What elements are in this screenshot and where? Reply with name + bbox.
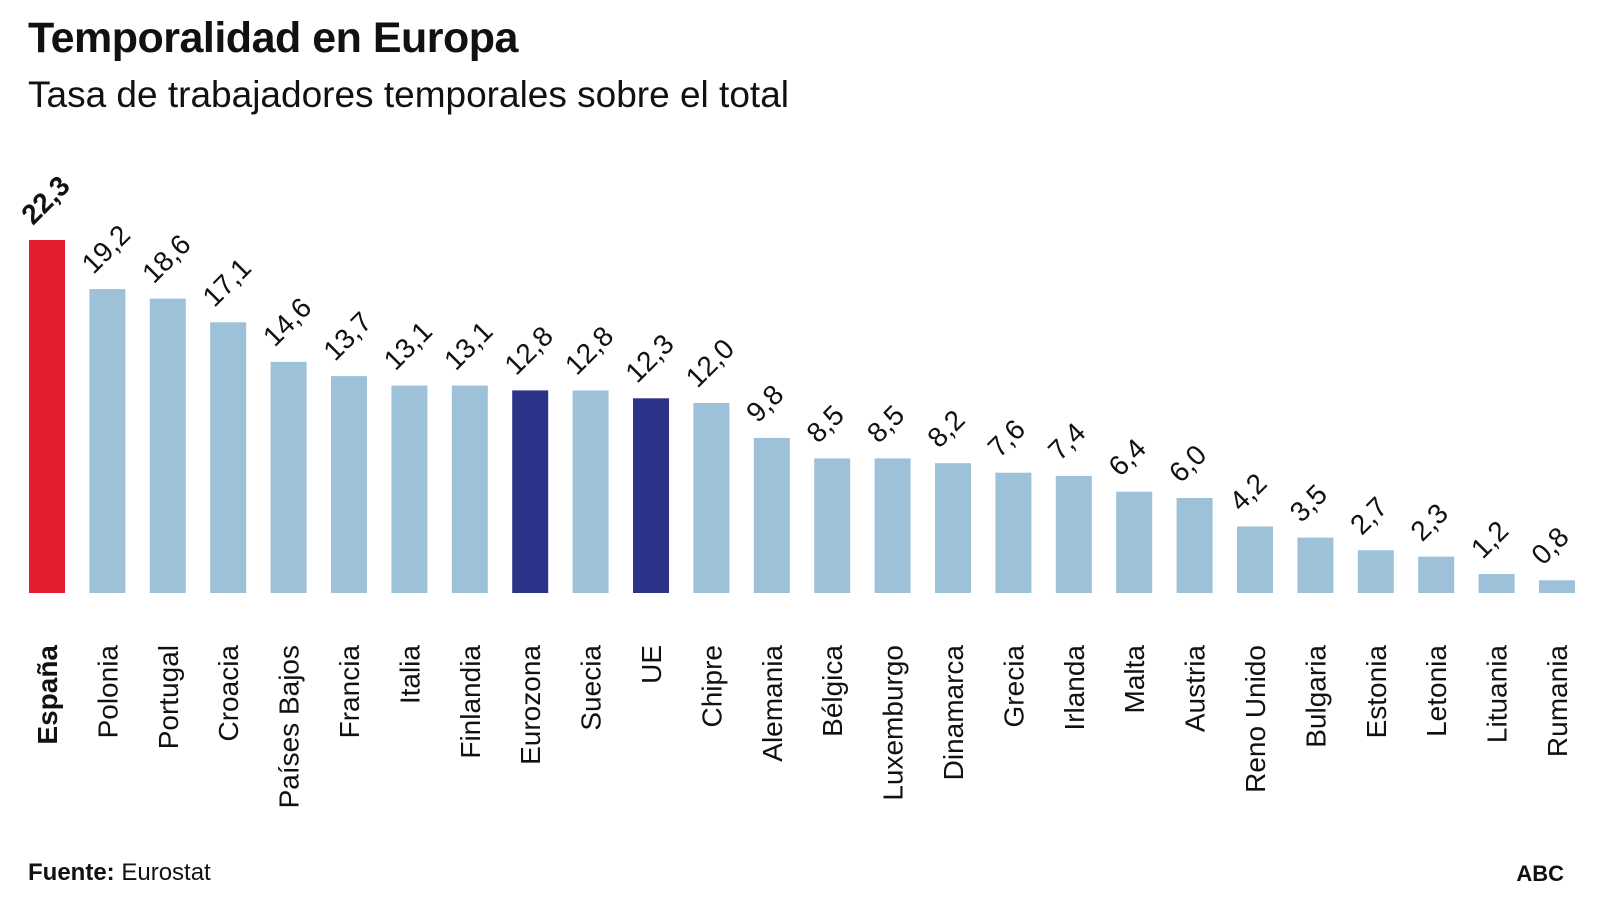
bar [995,472,1032,593]
value-label: 12,8 [559,320,619,380]
value-label: 19,2 [76,219,136,279]
category-label: Austria [1180,645,1211,733]
bar [935,463,971,593]
value-label: 6,4 [1103,432,1152,481]
value-label: 3,5 [1284,478,1333,527]
bar [1116,491,1153,593]
bar [391,385,428,593]
chart-subtitle: Tasa de trabajadores temporales sobre el… [28,74,789,115]
category-label: Eurozona [515,645,546,765]
bar [1357,550,1394,593]
bar [1055,475,1092,593]
bar [29,240,65,593]
category-label: Croacia [213,645,244,742]
bar [210,322,247,593]
value-label: 13,1 [438,315,498,375]
value-label: 8,2 [921,404,970,453]
value-label: 6,0 [1163,439,1212,488]
category-label: Luxemburgo [878,645,909,801]
category-label: Dinamarca [938,645,969,781]
source-label: Fuente: [28,859,115,886]
bar [1176,498,1213,593]
bar [1237,526,1273,593]
bar [572,390,609,593]
value-label: 8,5 [861,399,910,448]
value-label: 7,4 [1042,417,1091,466]
category-label: Chipre [696,645,727,727]
category-label: Rumania [1542,645,1573,757]
category-label: Portugal [153,645,184,749]
category-label: Alemania [757,645,788,762]
category-label: Polonia [92,645,123,739]
value-label: 12,0 [680,333,740,393]
value-label: 12,8 [499,320,559,380]
bar [753,437,790,593]
value-label: 4,2 [1223,467,1272,516]
value-label: 18,6 [136,228,196,288]
bar [874,458,911,593]
bar [693,403,730,593]
source-value: Eurostat [121,859,211,886]
bar [1418,556,1455,593]
bar [1478,574,1515,593]
value-label: 22,3 [15,170,75,230]
chart-title: Temporalidad en Europa [28,14,518,62]
category-label: Bulgaria [1300,645,1331,748]
category-label: Italia [394,645,425,705]
value-label: 0,8 [1525,521,1574,570]
value-label: 8,5 [801,399,850,448]
category-label: Países Bajos [274,645,305,808]
bar [1297,537,1334,593]
bar [512,390,549,593]
category-label: Francia [334,645,365,739]
category-label: Grecia [998,645,1029,728]
bar [149,298,186,593]
category-label: UE [636,645,667,684]
category-label: Estonia [1361,645,1392,739]
category-label: Irlanda [1059,645,1090,731]
value-label: 2,3 [1405,497,1454,546]
value-label: 17,1 [197,252,257,312]
value-label: 12,3 [619,328,679,388]
category-label: Bélgica [817,645,848,737]
value-label: 7,6 [982,413,1031,462]
category-label: España [32,645,63,745]
category-label: Finlandia [455,645,486,759]
bar [1539,580,1575,593]
bar [270,361,307,593]
bar [814,458,851,593]
bar [451,385,488,593]
source-note: Fuente: Eurostat [28,858,211,888]
value-label: 13,1 [378,315,438,375]
value-label: 2,7 [1344,491,1393,540]
value-label: 1,2 [1465,515,1514,564]
bar [89,289,126,593]
bar [331,376,367,593]
bar [633,398,669,593]
category-label: Lituania [1482,645,1513,744]
value-label: 9,8 [740,379,789,428]
category-label: Suecia [576,645,607,731]
brand-logo: ABC [1516,861,1564,886]
category-label: Reno Unido [1240,645,1271,793]
value-label: 14,6 [257,292,317,352]
category-label: Letonia [1421,645,1452,737]
value-label: 13,7 [317,306,377,366]
category-label: Malta [1119,645,1150,714]
